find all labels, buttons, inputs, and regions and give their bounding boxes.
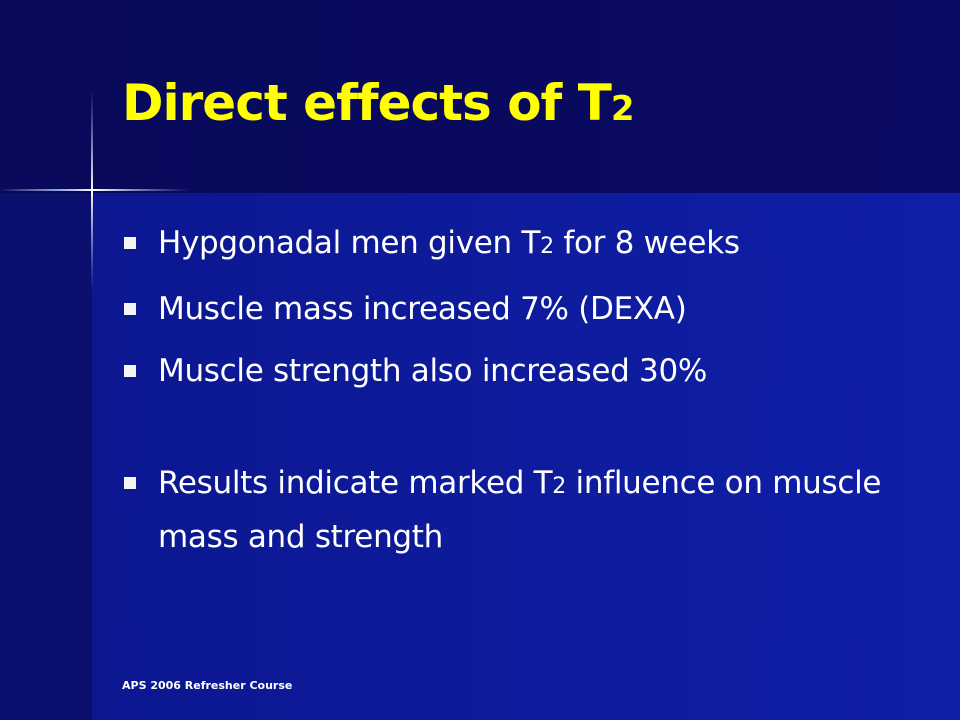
bullet-text: Hypgonadal men given T (158, 225, 541, 261)
footer: APS 2006 Refresher Course (122, 679, 293, 692)
bullet-square (124, 477, 136, 489)
title-band (0, 0, 960, 193)
bullet-text: Results indicate marked T (158, 465, 553, 501)
bullet-text: Muscle mass increased 7% (DEXA) (158, 291, 687, 327)
subscript: 2 (552, 474, 566, 499)
bullet-item: Muscle mass increased 7% (DEXA) (122, 284, 902, 334)
bullet-square (124, 237, 136, 249)
slide-title: Direct effects of T2 (122, 74, 634, 132)
bullet-item: Muscle strength also increased 30% (122, 346, 902, 396)
bullet-text: for 8 weeks (553, 225, 740, 261)
bullet-text: Muscle strength also increased 30% (158, 353, 708, 389)
bullet-item: Results indicate marked T2 influence on … (122, 458, 902, 562)
bullet-item: Hypgonadal men given T2 for 8 weeks (122, 218, 902, 272)
bullet-square (124, 365, 136, 377)
star-flare (0, 90, 190, 290)
bullet-square (124, 303, 136, 315)
subscript: 2 (540, 234, 554, 259)
bullet-list: Hypgonadal men given T2 for 8 weeks Muscl… (122, 218, 902, 574)
bullet-text: influence on muscle mass and strength (158, 465, 882, 555)
